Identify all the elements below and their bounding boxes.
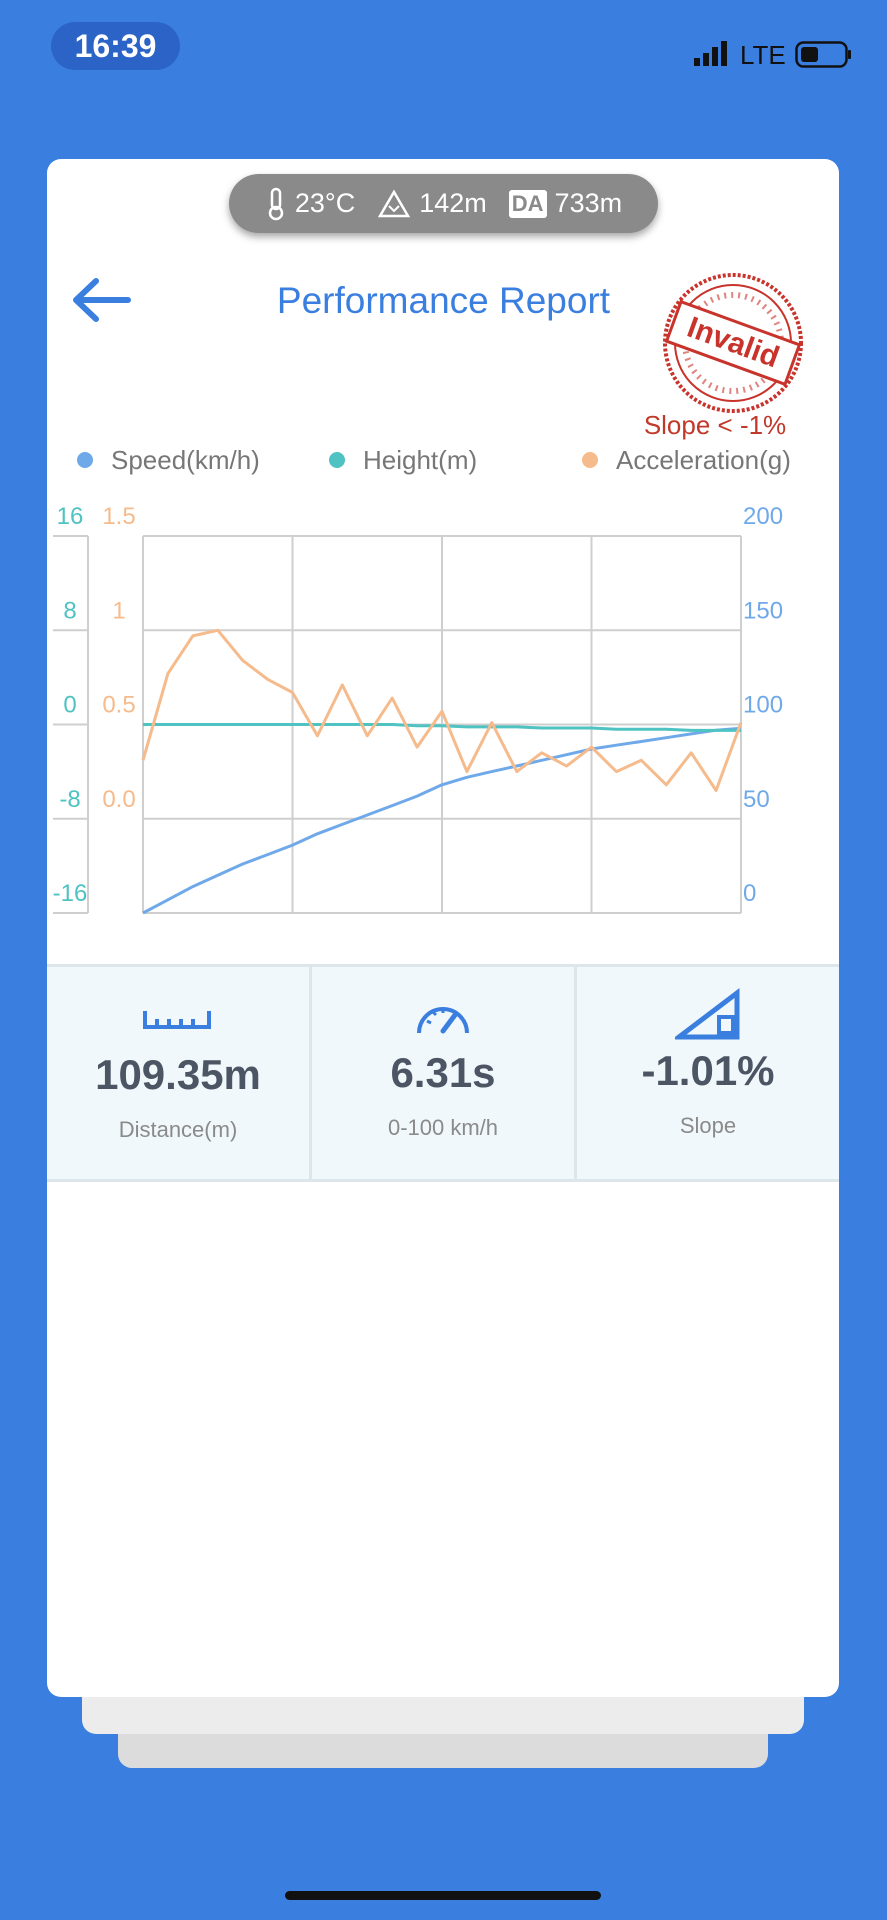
- thermometer-icon: [268, 187, 284, 220]
- stat-cell: 6.31s 0-100 km/h: [312, 967, 577, 1179]
- y3-tick-label: 0.5: [102, 692, 135, 719]
- series-line: [142, 726, 742, 915]
- legend-label: Speed(km/h): [111, 445, 260, 475]
- y2-tick-label: 100: [743, 692, 783, 719]
- battery-icon: [795, 41, 851, 68]
- stat-cell: -1.01% Slope: [577, 967, 839, 1179]
- invalid-stamp: Invalid: [663, 273, 803, 413]
- legend-label: Height(m): [363, 445, 477, 475]
- ruler-icon: [143, 1011, 211, 1029]
- legend-dot: [329, 452, 345, 468]
- y2-tick-label: 50: [743, 786, 770, 813]
- gauge-icon: [417, 1007, 469, 1034]
- da-badge: DA: [508, 189, 547, 218]
- y-tick-label: 0: [63, 692, 76, 719]
- stat-label: Slope: [679, 1113, 737, 1138]
- conditions-pill: 23°C 142m DA 733m: [229, 174, 658, 233]
- y2-tick-label: 200: [743, 503, 783, 530]
- slope-warning: Slope < -1%: [643, 410, 787, 440]
- page-title: Performance Report: [276, 280, 611, 321]
- card-stack: [118, 1730, 768, 1768]
- y-tick-label: -16: [53, 880, 88, 907]
- y-tick-label: 8: [63, 597, 76, 624]
- y3-tick-label: 1: [112, 597, 125, 624]
- home-indicator: [285, 1891, 601, 1900]
- back-button[interactable]: [70, 276, 132, 324]
- y-tick-label: -8: [59, 786, 80, 813]
- card-stack: [82, 1690, 804, 1734]
- stat-label: Distance(m): [118, 1117, 238, 1142]
- slope-icon: [675, 987, 740, 1040]
- signal-icon: [694, 41, 727, 66]
- altitude: 142m: [419, 188, 487, 218]
- series-line: [141, 628, 743, 792]
- legend-label: Acceleration(g): [616, 445, 791, 475]
- report-card: [47, 159, 839, 1697]
- mountain-icon: [378, 189, 411, 217]
- y2-tick-label: 150: [743, 597, 783, 624]
- network-label: LTE: [740, 40, 786, 70]
- stat-value: -1.01%: [641, 1047, 775, 1094]
- series-line: [143, 723, 741, 732]
- stat-label: 0-100 km/h: [387, 1115, 499, 1140]
- y2-tick-label: 0: [743, 880, 756, 907]
- stat-value: 109.35m: [95, 1051, 261, 1098]
- stat-cell: 109.35m Distance(m): [47, 967, 312, 1179]
- density-altitude: 733m: [554, 188, 623, 218]
- legend-dot: [77, 452, 93, 468]
- legend-dot: [582, 452, 598, 468]
- chart: 0 50 100 150 200 -16 -8 0 8 16 0.0 0.5 1 1.5 Speed(km/…: [53, 445, 791, 915]
- stats-panel: 109.35m Distance(m) 6.31s 0-100 km/h -1.…: [47, 964, 839, 1182]
- status-time: 16:39: [51, 22, 180, 70]
- y3-tick-label: 0.0: [102, 786, 135, 813]
- temperature: 23°C: [294, 188, 356, 218]
- y-tick-label: 16: [57, 503, 84, 530]
- y3-tick-label: 1.5: [102, 503, 135, 530]
- stat-value: 6.31s: [390, 1049, 496, 1096]
